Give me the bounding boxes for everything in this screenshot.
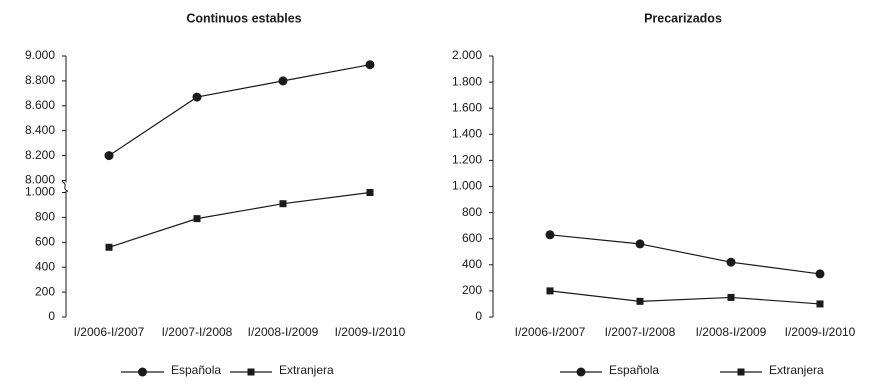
- x-tick-label: I/2006-I/2007: [515, 325, 586, 339]
- y-tick-label: 8.600: [25, 98, 55, 112]
- y-tick-label: 0: [48, 309, 55, 323]
- y-tick-label: 200: [462, 283, 482, 297]
- y-tick-label: 2.000: [452, 48, 482, 62]
- x-tick-label: I/2007-I/2008: [605, 325, 676, 339]
- x-tick-label: I/2007-I/2008: [162, 325, 233, 339]
- series-line: [549, 234, 821, 275]
- y-tick-label: 1.200: [452, 153, 482, 167]
- y-tick-label: 1.000: [25, 185, 55, 199]
- y-tick-label: 400: [35, 259, 55, 273]
- x-tick-label: I/2009-I/2010: [785, 325, 856, 339]
- marker: [279, 200, 287, 208]
- marker: [247, 368, 255, 376]
- series-line: [108, 191, 371, 248]
- x-tick-label: I/2006-I/2007: [74, 325, 145, 339]
- marker: [545, 230, 555, 240]
- series-line: [549, 290, 821, 305]
- y-tick-label: 8.400: [25, 123, 55, 137]
- y-tick-label: 8.800: [25, 73, 55, 87]
- marker: [366, 189, 374, 196]
- y-tick-label: 600: [35, 234, 55, 248]
- chart-title: Continuos estables: [186, 11, 301, 25]
- marker: [737, 368, 745, 376]
- legend-label: Extranjera: [769, 363, 824, 377]
- y-tick-label: 200: [35, 284, 55, 298]
- y-tick-label: 8.000: [25, 173, 55, 187]
- marker: [816, 300, 824, 308]
- marker: [278, 76, 288, 86]
- marker: [193, 215, 201, 223]
- x-tick-label: I/2009-I/2010: [335, 325, 406, 339]
- marker: [727, 293, 735, 301]
- y-tick-label: 800: [462, 205, 482, 219]
- legend-label: Española: [609, 363, 659, 377]
- y-tick-label: 0: [475, 309, 482, 323]
- marker: [546, 287, 554, 295]
- y-tick-label: 400: [462, 257, 482, 271]
- marker: [138, 367, 147, 377]
- y-tick-label: 8.200: [25, 148, 55, 162]
- series-line: [108, 64, 371, 157]
- marker: [576, 367, 586, 377]
- y-tick-label: 600: [462, 231, 482, 245]
- y-tick-label: 1.000: [452, 179, 482, 193]
- axis-break: [61, 181, 69, 192]
- y-tick-label: 1.800: [452, 74, 482, 88]
- y-tick-label: 9.000: [25, 48, 55, 62]
- marker: [636, 297, 644, 305]
- marker: [192, 92, 202, 102]
- legend-label: Española: [171, 363, 221, 377]
- marker: [105, 243, 113, 251]
- y-tick-label: 1.400: [452, 126, 482, 140]
- legend-label: Extranjera: [279, 363, 334, 377]
- marker: [104, 151, 114, 161]
- chart-title: Precarizados: [644, 11, 722, 25]
- marker: [815, 269, 825, 279]
- y-tick-label: 800: [35, 210, 55, 224]
- marker: [726, 257, 736, 267]
- y-tick-label: 1.600: [452, 100, 482, 114]
- x-tick-label: I/2008-I/2009: [248, 325, 319, 339]
- marker: [635, 239, 645, 249]
- marker: [365, 60, 375, 70]
- x-tick-label: I/2008-I/2009: [696, 325, 767, 339]
